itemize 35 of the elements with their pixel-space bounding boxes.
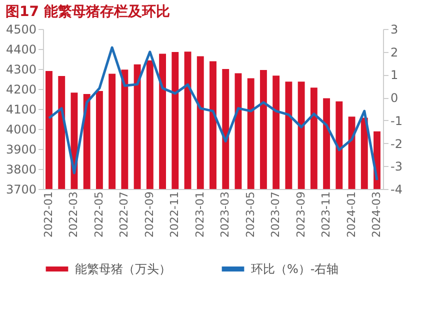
x-tick-label: 2023-05	[244, 192, 257, 238]
x-tick-label: 2023-11	[320, 192, 333, 238]
y-tick-label: 4200	[6, 82, 36, 96]
x-tick-label: 2022-03	[67, 192, 80, 238]
y2-tick-label: 2	[390, 45, 398, 60]
x-tick-label: 2024-03	[370, 192, 384, 238]
chart-title: 图17 能繁母猪存栏及环比	[5, 4, 170, 20]
x-tick-label: 2023-01	[193, 192, 206, 238]
y-tick-label: 4300	[6, 62, 36, 76]
y-tick-label: 4500	[6, 22, 36, 36]
y2-tick-label: -1	[390, 114, 402, 128]
x-tick-label: 2022-05	[92, 192, 106, 238]
x-tick-label: 2024-01	[344, 192, 358, 238]
y2-tick-label: 0	[390, 91, 398, 106]
x-tick-label: 2022-09	[142, 192, 156, 238]
x-tick-label: 2022-07	[118, 192, 131, 238]
y2-tick-label: -4	[390, 182, 402, 196]
y-tick-label: 3900	[6, 142, 36, 156]
x-tick-label: 2022-11	[168, 192, 182, 238]
line-series	[48, 46, 378, 182]
x-tick-label: 2022-01	[42, 192, 55, 238]
x-tick-label: 2023-03	[218, 192, 232, 238]
y-tick-label: 3800	[6, 162, 36, 176]
legend-label: 环比（%）-右轴	[251, 262, 339, 276]
y-tick-label: 3700	[6, 182, 36, 196]
y2-tick-label: -2	[390, 136, 402, 151]
x-tick-label: 2023-09	[294, 192, 308, 238]
legend-label: 能繁母猪（万头）	[75, 262, 171, 276]
y2-tick-label: -3	[390, 160, 402, 174]
y-tick-label: 4000	[6, 122, 36, 136]
y2-tick-label: 1	[390, 68, 398, 82]
y-tick-label: 4400	[6, 42, 36, 56]
y2-tick-label: 3	[390, 22, 398, 36]
y-tick-label: 4100	[6, 102, 36, 116]
x-tick-label: 2023-07	[269, 192, 282, 238]
